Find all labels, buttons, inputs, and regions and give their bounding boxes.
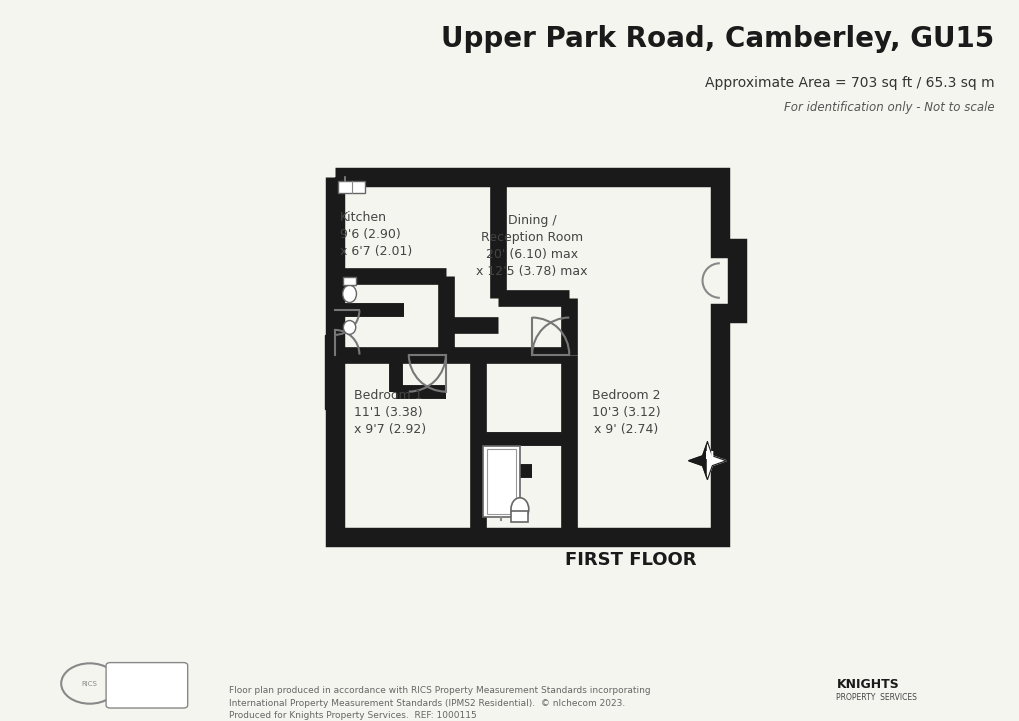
Text: PROPERTY  SERVICES: PROPERTY SERVICES <box>836 693 916 702</box>
Text: RICS: RICS <box>82 681 98 686</box>
Text: Bedroom 2
10'3 (3.12)
x 9' (2.74): Bedroom 2 10'3 (3.12) x 9' (2.74) <box>591 389 659 436</box>
Text: Approximate Area = 703 sq ft / 65.3 sq m: Approximate Area = 703 sq ft / 65.3 sq m <box>704 76 994 89</box>
Text: Floor plan produced in accordance with RICS Property Measurement Standards incor: Floor plan produced in accordance with R… <box>229 686 650 720</box>
Text: Dining /
Reception Room
20' (6.10) max
x 12'5 (3.78) max: Dining / Reception Room 20' (6.10) max x… <box>476 214 587 278</box>
Text: KNIGHTS: KNIGHTS <box>836 678 899 691</box>
Bar <box>486 449 516 513</box>
Bar <box>482 446 520 518</box>
Text: N: N <box>704 451 713 461</box>
Text: Kitchen
9'6 (2.90)
x 6'7 (2.01): Kitchen 9'6 (2.90) x 6'7 (2.01) <box>339 211 412 258</box>
Polygon shape <box>707 442 726 479</box>
Ellipse shape <box>342 286 356 303</box>
Text: Bedroom 1
11'1 (3.38)
x 9'7 (2.92): Bedroom 1 11'1 (3.38) x 9'7 (2.92) <box>355 389 426 436</box>
Text: For identification only - Not to scale: For identification only - Not to scale <box>784 101 994 114</box>
Text: Certified
Property
Measurer: Certified Property Measurer <box>130 684 163 704</box>
Polygon shape <box>688 442 707 479</box>
Text: Upper Park Road, Camberley, GU15: Upper Park Road, Camberley, GU15 <box>441 25 994 53</box>
Bar <box>338 181 365 193</box>
Ellipse shape <box>511 497 528 521</box>
Bar <box>511 511 527 522</box>
Polygon shape <box>325 335 335 409</box>
Text: FIRST FLOOR: FIRST FLOOR <box>565 552 696 570</box>
Bar <box>342 277 356 286</box>
Ellipse shape <box>343 321 356 335</box>
